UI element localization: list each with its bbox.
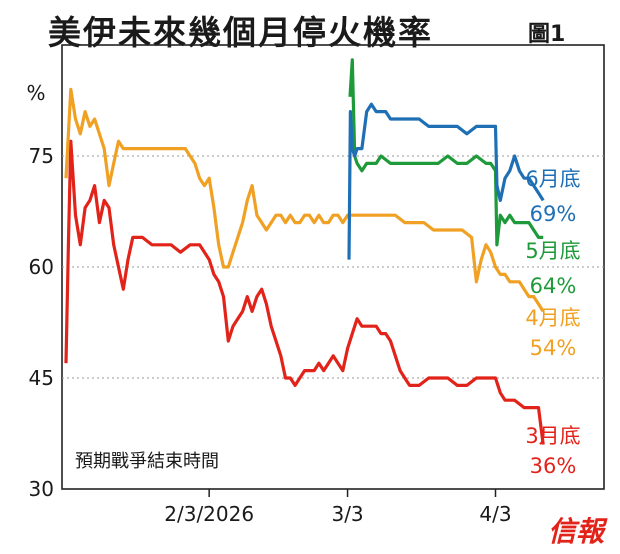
series-value-label: 36% [530,454,577,478]
chart-annotation: 預期戰爭結束時間 [75,451,219,472]
series-name-label: 3月底 [525,424,580,448]
series-name-label: 4月底 [525,306,580,330]
brand-logo: 信報 [548,515,605,548]
y-tick-label: 75 [29,144,54,168]
y-tick-label: 60 [29,255,54,279]
series-line-5月底 [348,58,544,247]
y-axis-ticks: 30 45 60 75 [29,144,54,501]
series-name-label: 5月底 [525,239,580,263]
series-value-label: 64% [530,274,577,298]
series-line-6月底 [347,102,545,260]
series-end-labels: 6月底 69% 5月底 64% 4月底 54% 3月底 36% [525,167,580,478]
x-tick-label: 3/3 [331,502,363,526]
series-line-3月底 [64,139,545,445]
series-value-label: 54% [530,336,577,360]
gridlines [62,155,604,379]
y-tick-label: 30 [29,477,54,501]
x-tick-label: 4/3 [479,502,511,526]
x-tick-label: 2/3/2026 [164,502,254,526]
series-value-label: 69% [530,202,577,226]
figure-label: 圖1 [528,22,566,47]
x-axis-ticks: 2/3/2026 3/3 4/3 [164,489,512,526]
series-line-4月底 [64,87,545,313]
series-name-label: 6月底 [525,167,580,191]
y-axis-unit: % [26,81,45,105]
series-lines [64,58,545,445]
y-tick-label: 45 [29,366,54,390]
